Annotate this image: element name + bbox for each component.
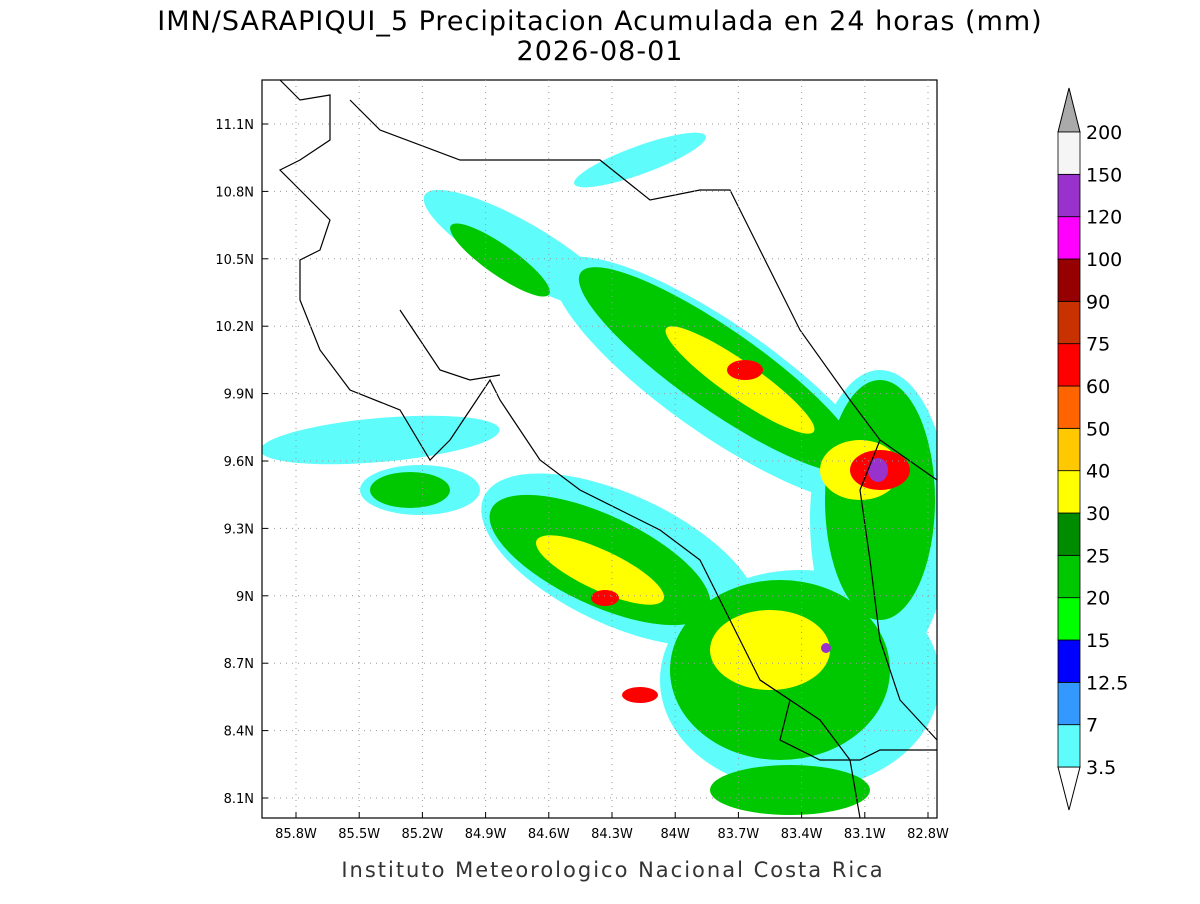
lat-label: 10.8N <box>215 185 254 200</box>
lat-label: 9.3N <box>224 522 254 537</box>
colorbar-segment <box>1057 512 1081 556</box>
colorbar-label: 30 <box>1086 503 1110 525</box>
colorbar-segment <box>1057 300 1081 345</box>
lon-label: 83.7W <box>717 827 759 842</box>
colorbar-label: 150 <box>1086 164 1122 186</box>
colorbar-segment <box>1057 258 1081 302</box>
colorbar-segment <box>1057 131 1081 175</box>
lon-label: 84.9W <box>465 827 507 842</box>
lat-label: 10.5N <box>215 253 254 268</box>
colorbar-segment <box>1057 470 1081 514</box>
colorbar-segment <box>1057 554 1081 599</box>
colorbar-segment <box>1057 173 1081 218</box>
colorbar-label: 90 <box>1086 291 1110 313</box>
colorbar-segment <box>1057 216 1081 260</box>
colorbar-segment <box>1057 639 1081 683</box>
lon-label: 83.1W <box>844 827 886 842</box>
lat-label: 8.1N <box>224 792 254 807</box>
lon-label: 85.5W <box>338 827 380 842</box>
lon-label: 85.8W <box>275 827 317 842</box>
colorbar-label: 7 <box>1086 715 1098 737</box>
subtitle: 2026-08-01 <box>517 36 684 67</box>
colorbar-segment <box>1057 681 1081 726</box>
colorbar-under <box>1057 766 1081 811</box>
lat-label: 8.4N <box>224 725 254 740</box>
footer: Instituto Meteorologico Nacional Costa R… <box>341 858 884 882</box>
colorbar-label: 12.5 <box>1086 672 1128 694</box>
colorbar-label: 200 <box>1086 122 1122 144</box>
colorbar-label: 60 <box>1086 376 1110 398</box>
lat-label: 10.2N <box>215 320 254 335</box>
lat-label: 9.9N <box>224 388 254 403</box>
lon-label: 83.4W <box>781 827 823 842</box>
colorbar-label: 25 <box>1086 545 1110 567</box>
colorbar-segment <box>1057 427 1081 472</box>
colorbar-label: 3.5 <box>1086 757 1116 779</box>
colorbar-segment <box>1057 385 1081 429</box>
lon-label: 84W <box>660 827 690 842</box>
lon-label: 84.3W <box>591 827 633 842</box>
lat-label: 9.6N <box>224 455 254 470</box>
lon-label: 84.6W <box>528 827 570 842</box>
colorbar-segment <box>1057 343 1081 387</box>
colorbar-label: 15 <box>1086 630 1110 652</box>
lat-label: 11.1N <box>215 118 254 133</box>
colorbar-label: 75 <box>1086 334 1110 356</box>
colorbar-segment <box>1057 597 1081 641</box>
lon-label: 85.2W <box>401 827 443 842</box>
colorbar-label: 50 <box>1086 418 1110 440</box>
colorbar-over <box>1057 87 1081 133</box>
precip-field <box>262 80 937 818</box>
colorbar-label: 120 <box>1086 207 1122 229</box>
colorbar-label: 100 <box>1086 249 1122 271</box>
colorbar-label: 20 <box>1086 588 1110 610</box>
lat-label: 9N <box>236 590 254 605</box>
colorbar-segment <box>1057 724 1081 768</box>
title: IMN/SARAPIQUI_5 Precipitacion Acumulada … <box>157 6 1042 37</box>
map-frame <box>261 79 938 819</box>
lat-label: 8.7N <box>224 657 254 672</box>
lon-label: 82.8W <box>907 827 949 842</box>
colorbar-label: 40 <box>1086 461 1110 483</box>
